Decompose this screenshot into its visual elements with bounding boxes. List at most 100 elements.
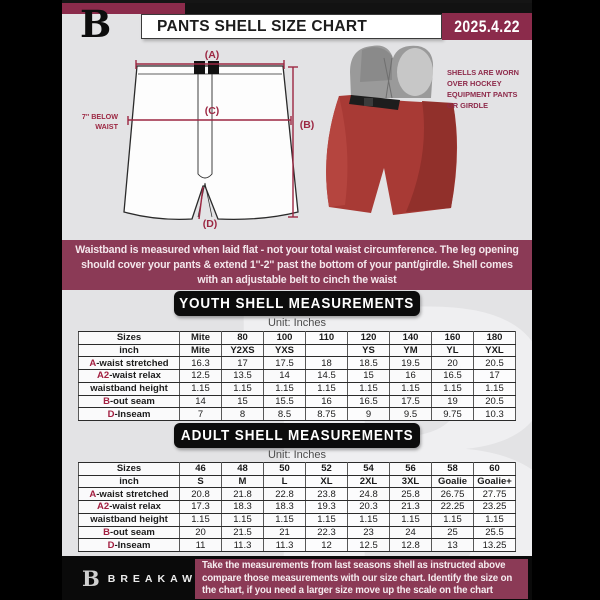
header-cell: Goalie bbox=[431, 474, 474, 489]
header-cell bbox=[305, 343, 348, 358]
adult-section-title: ADULT SHELL MEASUREMENTS bbox=[174, 423, 420, 448]
table-row: B-out seam 14 15 15.5 16 16.5 17.5 19 20.5 bbox=[78, 394, 516, 409]
value-cell: 22.3 bbox=[305, 525, 348, 540]
value-cell: 16.5 bbox=[431, 369, 474, 383]
value-cell: 1.15 bbox=[347, 512, 390, 527]
value-cell: 18.5 bbox=[347, 356, 390, 371]
shell-side-note: SHELLS ARE WORN OVER HOCKEY EQUIPMENT PA… bbox=[447, 68, 519, 110]
size-chart-page: B B PANTS SHELL SIZE CHART 2025.4.22 bbox=[62, 0, 532, 600]
value-cell: 9 bbox=[347, 407, 390, 421]
value-cell: 1.15 bbox=[179, 381, 222, 396]
youth-section-title: YOUTH SHELL MEASUREMENTS bbox=[174, 291, 420, 316]
waistband-note-text: Waistband is measured when laid flat - n… bbox=[75, 243, 519, 286]
value-cell: 13 bbox=[431, 538, 474, 552]
value-cell: 1.15 bbox=[305, 381, 348, 396]
value-cell: 19.3 bbox=[305, 500, 348, 514]
value-cell: 1.15 bbox=[389, 512, 432, 527]
header-cell: 120 bbox=[347, 331, 390, 345]
value-cell: 12 bbox=[305, 538, 348, 552]
value-cell: 1.15 bbox=[473, 381, 516, 396]
header-cell: 160 bbox=[431, 331, 474, 345]
belt-buckle-icon bbox=[194, 61, 205, 74]
row-label: inch bbox=[78, 343, 180, 358]
breakaway-logo-icon: B bbox=[82, 566, 100, 591]
header-cell: 100 bbox=[263, 331, 306, 345]
row-label: D-Inseam bbox=[78, 538, 180, 552]
top-dark-bar bbox=[185, 3, 532, 14]
value-cell: 20.5 bbox=[473, 394, 516, 409]
value-cell: 16 bbox=[305, 394, 348, 409]
value-cell: 21 bbox=[263, 525, 306, 540]
value-cell: 17.3 bbox=[179, 500, 222, 514]
table-row: A2-waist relax 12.5 13.5 14 14.5 15 16 16.5 17 bbox=[78, 369, 516, 383]
header-cell: 54 bbox=[347, 462, 390, 476]
value-cell: 1.15 bbox=[263, 512, 306, 527]
value-cell: 18.3 bbox=[221, 500, 264, 514]
waist-depth-note: 7'' BELOW WAIST bbox=[82, 112, 119, 131]
header-cell: 80 bbox=[221, 331, 264, 345]
value-cell: 8 bbox=[221, 407, 264, 421]
value-cell: 1.15 bbox=[389, 381, 432, 396]
header-cell: M bbox=[221, 474, 264, 489]
value-cell: 14.5 bbox=[305, 369, 348, 383]
header-cell: YS bbox=[347, 343, 390, 358]
value-cell: 9.5 bbox=[389, 407, 432, 421]
value-cell: 11.3 bbox=[221, 538, 264, 552]
header-cell: 60 bbox=[473, 462, 516, 476]
value-cell: 22.25 bbox=[431, 500, 474, 514]
value-cell: 8.75 bbox=[305, 407, 348, 421]
adult-unit-label: Unit: Inches bbox=[267, 449, 327, 461]
page-title-box: PANTS SHELL SIZE CHART bbox=[141, 14, 442, 39]
value-cell: 1.15 bbox=[179, 512, 222, 527]
value-cell: 23.8 bbox=[305, 487, 348, 502]
table-row: inch S M L XL 2XL 3XL Goalie Goalie+ bbox=[78, 474, 516, 489]
value-cell: 16.3 bbox=[179, 356, 222, 371]
value-cell: 16.5 bbox=[347, 394, 390, 409]
value-cell: 23.25 bbox=[473, 500, 516, 514]
table-row: B-out seam 20 21.5 21 22.3 23 24 25 25.5 bbox=[78, 525, 516, 540]
value-cell: 7 bbox=[179, 407, 222, 421]
value-cell: 15 bbox=[221, 394, 264, 409]
value-cell: 1.15 bbox=[221, 381, 264, 396]
header-cell: 56 bbox=[389, 462, 432, 476]
value-cell: 17 bbox=[221, 356, 264, 371]
header-cell: Mite bbox=[179, 343, 222, 358]
label-c: (C) bbox=[205, 105, 220, 117]
row-label: A2-waist relax bbox=[78, 369, 180, 383]
value-cell: 21.3 bbox=[389, 500, 432, 514]
value-cell: 11.3 bbox=[263, 538, 306, 552]
shorts-outline-drawing bbox=[123, 61, 299, 220]
value-cell: 13.25 bbox=[473, 538, 516, 552]
value-cell: 12.5 bbox=[347, 538, 390, 552]
value-cell: 20.8 bbox=[179, 487, 222, 502]
value-cell: 14 bbox=[263, 369, 306, 383]
value-cell: 21.5 bbox=[221, 525, 264, 540]
svg-text:SHELLS ARE WORN: SHELLS ARE WORN bbox=[447, 68, 519, 77]
value-cell: 26.75 bbox=[431, 487, 474, 502]
value-cell: 1.15 bbox=[431, 512, 474, 527]
shell-photo-illustration bbox=[326, 45, 458, 215]
header-cell: 2XL bbox=[347, 474, 390, 489]
value-cell: 25.8 bbox=[389, 487, 432, 502]
waistband-note-banner: Waistband is measured when laid flat - n… bbox=[62, 240, 532, 290]
value-cell: 19.5 bbox=[389, 356, 432, 371]
header-cell: Mite bbox=[179, 331, 222, 345]
header-cell: 140 bbox=[389, 331, 432, 345]
value-cell: 14 bbox=[179, 394, 222, 409]
page-title: PANTS SHELL SIZE CHART bbox=[157, 17, 368, 35]
header-cell: YXL bbox=[473, 343, 516, 358]
value-cell: 1.15 bbox=[263, 381, 306, 396]
table-row: A-waist stretched 20.8 21.8 22.8 23.8 24.8 25.… bbox=[78, 487, 516, 502]
row-label: D-Inseam bbox=[78, 407, 180, 421]
top-border bbox=[62, 0, 532, 3]
value-cell: 15.5 bbox=[263, 394, 306, 409]
row-label: waistband height bbox=[78, 381, 180, 396]
table-row: D-Inseam 11 11.3 11.3 12 12.5 12.8 13 13.25 bbox=[78, 538, 516, 552]
table-row: Sizes Mite 80 100 110 120 140 160 180 bbox=[78, 331, 516, 345]
table-row: D-Inseam 7 8 8.5 8.75 9 9.5 9.75 10.3 bbox=[78, 407, 516, 421]
youth-measurements-table: Sizes Mite 80 100 110 120 140 160 180 inch Mite Y2X… bbox=[78, 331, 516, 421]
value-cell: 9.75 bbox=[431, 407, 474, 421]
value-cell: 1.15 bbox=[347, 381, 390, 396]
header-cell: Y2XS bbox=[221, 343, 264, 358]
value-cell: 18.3 bbox=[263, 500, 306, 514]
